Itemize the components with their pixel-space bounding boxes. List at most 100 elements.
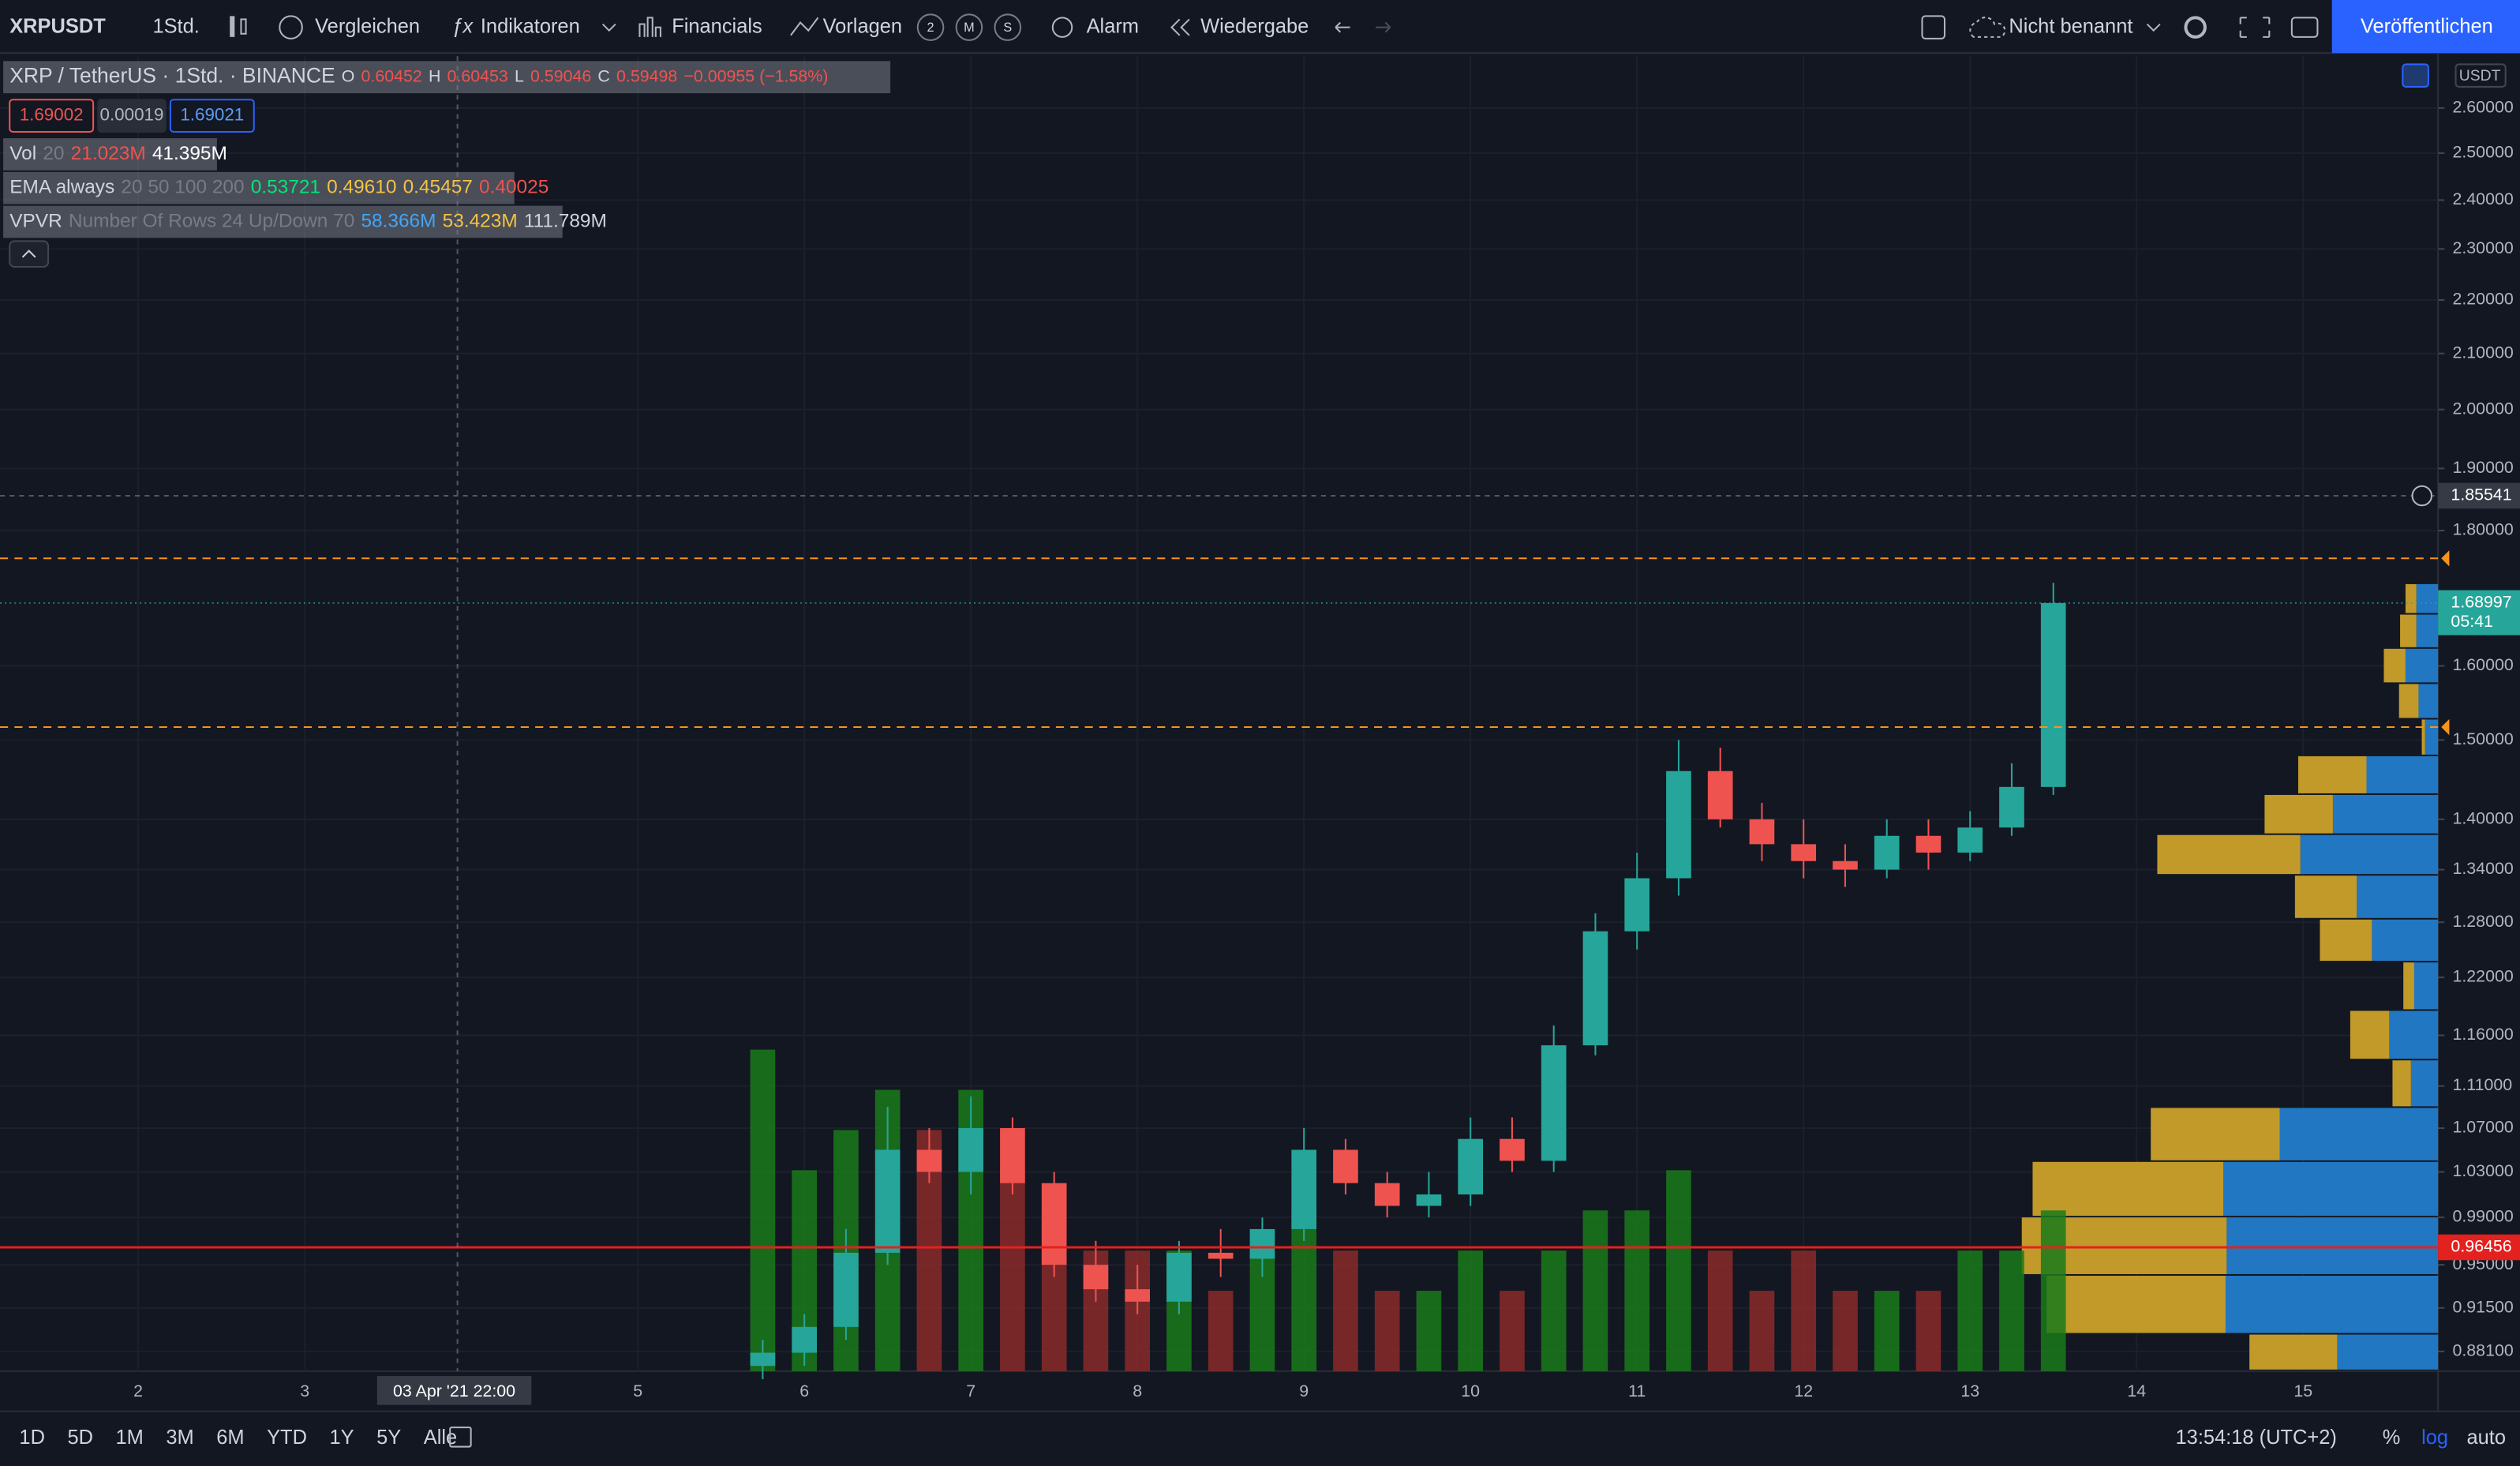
layout-name[interactable]: Nicht benannt	[2009, 15, 2132, 37]
y-tick-label: 0.99000	[2452, 1207, 2513, 1226]
range-button[interactable]: 1D	[19, 1427, 45, 1449]
financials-icon[interactable]	[638, 17, 661, 37]
legend-text: 0.60453	[447, 66, 508, 85]
candle-body	[1624, 878, 1650, 932]
legend-text: 20 50 100 200	[121, 177, 244, 198]
symbol[interactable]: XRPUSDT	[9, 15, 106, 37]
templates[interactable]: Vorlagen	[823, 15, 902, 37]
percent-toggle[interactable]: %	[2383, 1427, 2401, 1449]
financials[interactable]: Financials	[672, 15, 762, 37]
fullscreen-icon[interactable]	[2239, 17, 2271, 38]
interval[interactable]: 1Std.	[152, 15, 199, 37]
vpvr-down	[2403, 962, 2414, 1010]
vpvr-up	[2410, 1060, 2439, 1107]
volume-bar	[1999, 1250, 2024, 1371]
volume-bar	[1000, 1170, 1025, 1371]
auto-toggle[interactable]: auto	[2466, 1427, 2506, 1449]
undo-icon[interactable]	[1335, 21, 1350, 33]
vpvr-up	[2413, 962, 2439, 1010]
auto-fit-button[interactable]	[2402, 63, 2429, 88]
dropdown-icon[interactable]	[601, 23, 616, 32]
legend-text: 41.395M	[152, 143, 227, 164]
vpvr-down	[2297, 755, 2367, 793]
cloud-icon[interactable]	[1969, 17, 2006, 38]
replay[interactable]: Wiedergabe	[1200, 15, 1309, 37]
vpvr-down	[2400, 614, 2417, 647]
legend-text: EMA always	[9, 177, 114, 198]
legend-text: H	[429, 66, 440, 85]
range-button[interactable]: YTD	[267, 1427, 307, 1449]
add-alert-button[interactable]	[2411, 485, 2433, 507]
y-tick-label: 0.91500	[2452, 1297, 2513, 1316]
vpvr-down	[2294, 875, 2357, 918]
volume-bar	[2040, 1210, 2066, 1371]
badge-label[interactable]: M	[964, 21, 975, 35]
candle-body	[1874, 835, 1900, 870]
y-tick-label: 1.50000	[2452, 729, 2513, 748]
legend: XRP / TetherUS · 1Std. · BINANCE O 0.60452…	[3, 61, 891, 238]
legend-text: VPVR	[9, 210, 62, 231]
candle-body	[1083, 1265, 1109, 1290]
y-tick-label: 1.90000	[2452, 458, 2513, 477]
x-tick-label: 5	[633, 1382, 642, 1400]
publish-button[interactable]	[2331, 0, 2520, 54]
quote-box	[9, 99, 95, 133]
range-button[interactable]: 5D	[67, 1427, 93, 1449]
marked-price-label: 0.96456	[2451, 1237, 2511, 1256]
alarm[interactable]: Alarm	[1087, 15, 1139, 37]
badge-label[interactable]: S	[1003, 21, 1012, 35]
y-tick-label: 1.16000	[2452, 1025, 2513, 1044]
replay-icon[interactable]	[1170, 18, 1190, 36]
range-button[interactable]: 1Y	[329, 1427, 354, 1449]
legend-text: 21.023M	[71, 143, 146, 164]
indicators[interactable]: Indikatoren	[481, 15, 580, 37]
legend-text: 0.60452	[361, 66, 422, 85]
screenshot-icon[interactable]	[2290, 17, 2319, 38]
crosshair-x-label: 03 Apr '21 22:00	[393, 1382, 515, 1400]
candle-body	[792, 1326, 817, 1353]
alarm-icon[interactable]	[1051, 17, 1073, 38]
range-button[interactable]: 6M	[216, 1427, 244, 1449]
compare-icon[interactable]	[279, 15, 303, 39]
candle-body	[1582, 931, 1608, 1046]
legend-row-bg	[3, 205, 563, 238]
templates-icon[interactable]	[790, 17, 819, 36]
badge-circle[interactable]	[994, 13, 1022, 41]
collapse-legend-button[interactable]	[9, 240, 50, 268]
x-tick-label: 13	[1960, 1382, 1979, 1400]
settings-icon[interactable]	[2184, 16, 2207, 39]
volume-bar	[1416, 1291, 1442, 1371]
range-button[interactable]: 5Y	[376, 1427, 401, 1449]
badge-circle[interactable]	[916, 13, 945, 41]
dropdown-icon[interactable]	[2146, 23, 2161, 32]
badge-label[interactable]: 2	[927, 21, 934, 35]
fx-icon[interactable]: ƒx	[451, 15, 474, 37]
chart-type-icon[interactable]	[230, 16, 235, 37]
volume-bar	[1582, 1210, 1608, 1371]
vpvr-down	[2046, 1275, 2226, 1333]
x-tick-label: 12	[1794, 1382, 1813, 1400]
chart-type-icon[interactable]	[240, 18, 247, 35]
legend-text: 0.53721	[251, 177, 320, 198]
select-box-icon[interactable]	[1921, 15, 1946, 39]
vpvr-up	[2425, 719, 2439, 755]
crosshair-x-tag	[376, 1375, 532, 1405]
publish-label[interactable]: Veröffentlichen	[2361, 15, 2493, 37]
range-button[interactable]: 1M	[116, 1427, 144, 1449]
vpvr-up	[2416, 614, 2439, 647]
candle-body	[750, 1352, 776, 1367]
badge-circle[interactable]	[955, 13, 983, 41]
log-toggle[interactable]: log	[2421, 1427, 2448, 1449]
goto-date-icon[interactable]	[449, 1427, 472, 1448]
range-button[interactable]: 3M	[166, 1427, 193, 1449]
collapse-icon[interactable]	[21, 249, 36, 258]
compare[interactable]: Vergleichen	[315, 15, 420, 37]
clock: 13:54:18 (UTC+2)	[2176, 1427, 2337, 1449]
crosshair-y-label: 1.85541	[2451, 486, 2511, 504]
y-tick-label: 2.40000	[2452, 189, 2513, 208]
redo-icon[interactable]	[1376, 21, 1391, 33]
candle-body	[1707, 770, 1733, 819]
y-tick-label: 2.50000	[2452, 143, 2513, 162]
range-button[interactable]: Alle	[424, 1427, 457, 1449]
candle-body	[1957, 827, 1983, 853]
